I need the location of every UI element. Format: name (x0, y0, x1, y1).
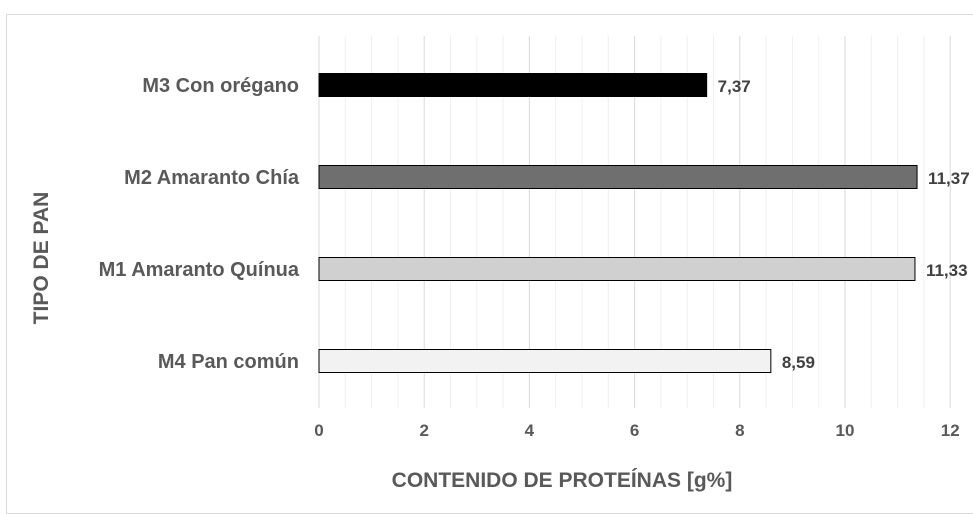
category-label: M1 Amaranto Quínua (99, 259, 300, 281)
x-tick-label: 6 (630, 421, 639, 440)
category-labels: M3 Con orégano M2 Amaranto Chía M1 Amarant… (99, 75, 300, 373)
bar (318, 73, 708, 97)
chart-grid (318, 36, 951, 408)
x-tick-label: 12 (941, 421, 960, 440)
bar (318, 165, 918, 189)
value-label: 11,33 (926, 261, 968, 280)
value-label: 11,37 (928, 169, 970, 188)
x-tick-label: 2 (419, 421, 428, 440)
x-axis-title: CONTENIDO DE PROTEÍNAS [g%] (392, 469, 733, 492)
category-label: M4 Pan común (158, 351, 299, 373)
bar (318, 349, 772, 373)
category-label: M2 Amaranto Chía (124, 167, 300, 189)
x-tick-label: 4 (525, 421, 535, 440)
x-tick-label: 8 (735, 421, 744, 440)
value-labels: 7,37 11,37 11,33 8,59 (718, 77, 970, 372)
x-tick-labels: 0 2 4 6 8 10 12 (314, 421, 959, 440)
x-tick-label: 0 (314, 421, 323, 440)
bar (318, 257, 916, 281)
chart-bars (318, 73, 918, 373)
category-label: M3 Con orégano (142, 75, 299, 97)
value-label: 8,59 (782, 353, 815, 372)
y-axis-title: TIPO DE PAN (30, 192, 53, 325)
protein-bar-chart: M3 Con orégano M2 Amaranto Chía M1 Amarant… (30, 36, 970, 492)
value-label: 7,37 (718, 77, 751, 96)
x-tick-label: 10 (836, 421, 855, 440)
